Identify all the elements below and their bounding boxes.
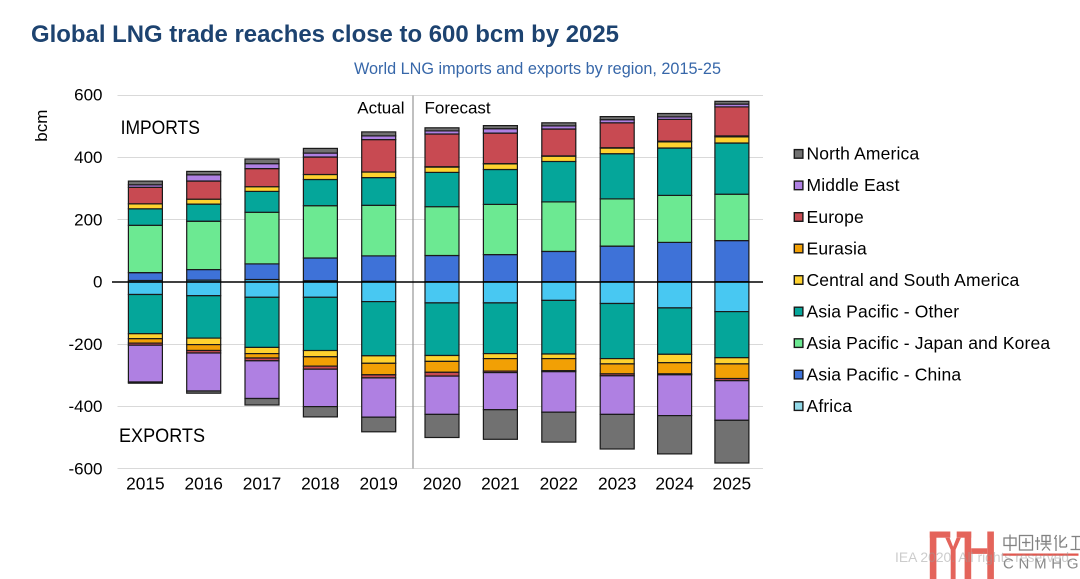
svg-text:2017: 2017	[243, 474, 281, 494]
svg-text:North America: North America	[807, 144, 920, 164]
svg-text:-400: -400	[68, 397, 102, 416]
svg-text:Global LNG trade reaches close: Global LNG trade reaches close to 600 bc…	[31, 21, 619, 48]
svg-text:Asia Pacific - Japan and Korea: Asia Pacific - Japan and Korea	[807, 333, 1051, 353]
svg-text:IMPORTS: IMPORTS	[121, 118, 200, 139]
svg-text:2019: 2019	[359, 474, 397, 494]
svg-text:400: 400	[74, 148, 102, 167]
svg-text:-600: -600	[68, 460, 102, 479]
svg-text:Actual: Actual	[357, 99, 404, 118]
svg-text:Asia Pacific - China: Asia Pacific - China	[807, 364, 962, 384]
svg-text:Forecast: Forecast	[425, 99, 491, 118]
svg-text:2022: 2022	[540, 474, 578, 494]
svg-text:CNMHG: CNMHG	[1003, 556, 1079, 573]
svg-text:2020: 2020	[423, 474, 461, 494]
svg-text:Africa: Africa	[807, 396, 853, 416]
svg-text:Central and South America: Central and South America	[807, 270, 1020, 290]
svg-text:bcm: bcm	[32, 110, 51, 142]
svg-text:World LNG imports and exports: World LNG imports and exports by region,…	[354, 59, 721, 78]
svg-text:-200: -200	[68, 335, 102, 354]
svg-text:2015: 2015	[126, 474, 164, 494]
svg-text:Asia Pacific - Other: Asia Pacific - Other	[807, 301, 960, 321]
svg-text:2025: 2025	[713, 474, 751, 494]
svg-text:0: 0	[93, 273, 102, 292]
svg-text:2018: 2018	[301, 474, 339, 494]
svg-text:2016: 2016	[184, 474, 222, 494]
svg-text:IEA 2020. All rights reserved.: IEA 2020. All rights reserved.	[895, 550, 1073, 565]
svg-text:200: 200	[74, 210, 102, 229]
svg-text:Eurasia: Eurasia	[807, 238, 868, 258]
svg-text:EXPORTS: EXPORTS	[119, 426, 205, 447]
svg-text:2023: 2023	[598, 474, 636, 494]
svg-text:2024: 2024	[655, 474, 694, 494]
svg-text:2021: 2021	[481, 474, 519, 494]
svg-text:Middle East: Middle East	[807, 175, 900, 195]
svg-text:600: 600	[74, 86, 102, 105]
svg-text:Europe: Europe	[807, 207, 864, 227]
